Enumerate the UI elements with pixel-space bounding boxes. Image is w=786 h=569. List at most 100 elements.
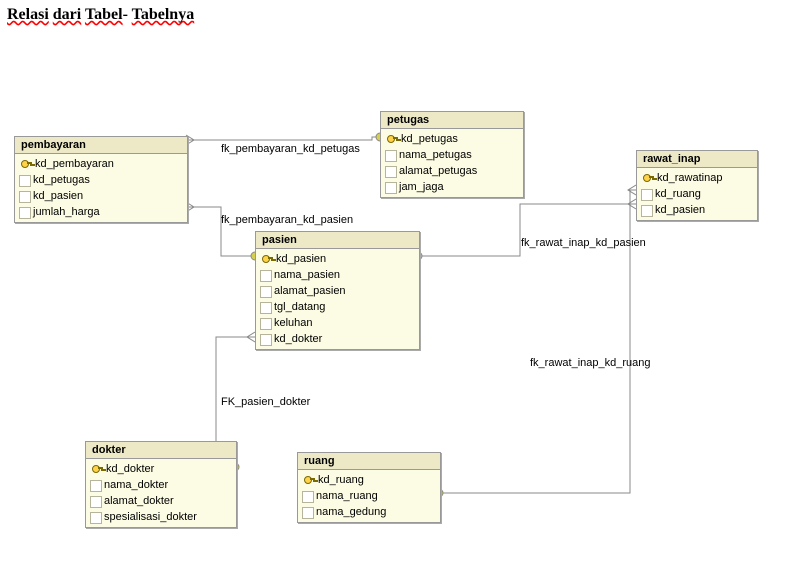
column-name: kd_petugas [401, 133, 458, 145]
table-column[interactable]: alamat_pasien [256, 283, 419, 299]
table-column[interactable]: kd_pasien [15, 188, 187, 204]
column-icon [302, 507, 314, 519]
primary-key-icon [90, 462, 104, 476]
table-column[interactable]: kd_rawatinap [637, 170, 757, 186]
table-rows: kd_pembayaran kd_petugas kd_pasien jumlah_h… [15, 154, 187, 222]
table-rows: kd_pasien nama_pasien alamat_pasien tgl_dat… [256, 249, 419, 349]
title-word-1: dari [53, 6, 81, 23]
column-name: nama_petugas [399, 149, 472, 161]
table-column[interactable]: nama_ruang [298, 488, 440, 504]
column-name: kd_ruang [655, 188, 701, 200]
column-name: kd_dokter [274, 333, 322, 345]
column-icon [19, 207, 31, 219]
column-name: kd_dokter [106, 463, 154, 475]
table-header[interactable]: ruang [298, 453, 440, 470]
column-icon [385, 182, 397, 194]
table-column[interactable]: alamat_dokter [86, 493, 236, 509]
column-name: kd_pembayaran [35, 158, 114, 170]
table-column[interactable]: kd_dokter [256, 331, 419, 347]
table-column[interactable]: kd_petugas [15, 172, 187, 188]
primary-key-icon [385, 132, 399, 146]
column-icon [90, 480, 102, 492]
column-name: spesialisasi_dokter [104, 511, 197, 523]
table-column[interactable]: kd_ruang [637, 186, 757, 202]
column-name: kd_pasien [33, 190, 83, 202]
column-name: alamat_petugas [399, 165, 477, 177]
column-icon [260, 334, 272, 346]
table-pasien[interactable]: pasien kd_pasien nama_pasien alamat_pasient… [255, 231, 420, 350]
relationship-line [186, 137, 380, 140]
column-icon [302, 491, 314, 503]
column-name: nama_pasien [274, 269, 340, 281]
column-name: kd_ruang [318, 474, 364, 486]
table-column[interactable]: kd_pasien [256, 251, 419, 267]
column-name: jumlah_harga [33, 206, 100, 218]
column-icon [260, 286, 272, 298]
column-icon [385, 166, 397, 178]
column-icon [90, 512, 102, 524]
table-rows: kd_dokter nama_dokter alamat_dokterspesial… [86, 459, 236, 527]
table-column[interactable]: kd_dokter [86, 461, 236, 477]
table-pembayaran[interactable]: pembayaran kd_pembayaran kd_petugas kd_pasi… [14, 136, 188, 223]
table-column[interactable]: kd_pembayaran [15, 156, 187, 172]
table-dokter[interactable]: dokter kd_dokter nama_dokter alamat_dokters… [85, 441, 237, 528]
relationship-label: fk_pembayaran_kd_petugas [221, 143, 360, 155]
column-name: kd_pasien [276, 253, 326, 265]
column-name: kd_rawatinap [657, 172, 722, 184]
relationship-label: fk_rawat_inap_kd_ruang [530, 357, 650, 369]
table-column[interactable]: nama_dokter [86, 477, 236, 493]
table-header[interactable]: pasien [256, 232, 419, 249]
title-word-3: Tabelnya [132, 6, 195, 23]
table-column[interactable]: jam_jaga [381, 179, 523, 195]
page-title: Relasi dari Tabel- Tabelnya [7, 6, 194, 24]
column-name: kd_petugas [33, 174, 90, 186]
table-column[interactable]: nama_gedung [298, 504, 440, 520]
column-icon [19, 175, 31, 187]
column-name: alamat_pasien [274, 285, 346, 297]
table-rows: kd_ruang nama_ruang nama_gedung [298, 470, 440, 522]
table-column[interactable]: nama_pasien [256, 267, 419, 283]
column-name: tgl_datang [274, 301, 325, 313]
table-rawat_inap[interactable]: rawat_inap kd_rawatinap kd_ruang kd_pasien [636, 150, 758, 221]
table-rows: kd_rawatinap kd_ruang kd_pasien [637, 168, 757, 220]
relationship-label: fk_rawat_inap_kd_pasien [521, 237, 646, 249]
column-name: kd_pasien [655, 204, 705, 216]
table-column[interactable]: kd_petugas [381, 131, 523, 147]
table-rows: kd_petugas nama_petugas alamat_petugas jam_… [381, 129, 523, 197]
primary-key-icon [641, 171, 655, 185]
column-name: jam_jaga [399, 181, 444, 193]
column-icon [385, 150, 397, 162]
title-word-2: Tabel [85, 6, 123, 23]
column-name: nama_gedung [316, 506, 386, 518]
column-icon [641, 205, 653, 217]
column-name: nama_dokter [104, 479, 168, 491]
column-icon [260, 302, 272, 314]
table-column[interactable]: tgl_datang [256, 299, 419, 315]
primary-key-icon [260, 252, 274, 266]
title-word-0: Relasi [7, 6, 49, 23]
table-column[interactable]: nama_petugas [381, 147, 523, 163]
table-header[interactable]: pembayaran [15, 137, 187, 154]
relationship-label: fk_pembayaran_kd_pasien [221, 214, 353, 226]
table-column[interactable]: keluhan [256, 315, 419, 331]
table-header[interactable]: petugas [381, 112, 523, 129]
column-icon [19, 191, 31, 203]
table-column[interactable]: kd_ruang [298, 472, 440, 488]
table-column[interactable]: alamat_petugas [381, 163, 523, 179]
crows-foot-icon [628, 199, 636, 209]
title-sep-2: - [123, 6, 132, 23]
column-icon [260, 318, 272, 330]
crows-foot-icon [247, 332, 255, 342]
table-column[interactable]: spesialisasi_dokter [86, 509, 236, 525]
table-column[interactable]: jumlah_harga [15, 204, 187, 220]
column-name: alamat_dokter [104, 495, 174, 507]
relationship-label: FK_pasien_dokter [221, 396, 310, 408]
primary-key-icon [19, 157, 33, 171]
table-header[interactable]: rawat_inap [637, 151, 757, 168]
column-name: nama_ruang [316, 490, 378, 502]
table-column[interactable]: kd_pasien [637, 202, 757, 218]
table-header[interactable]: dokter [86, 442, 236, 459]
table-ruang[interactable]: ruang kd_ruang nama_ruang nama_gedung [297, 452, 441, 523]
table-petugas[interactable]: petugas kd_petugas nama_petugas alamat_petu… [380, 111, 524, 198]
column-name: keluhan [274, 317, 313, 329]
